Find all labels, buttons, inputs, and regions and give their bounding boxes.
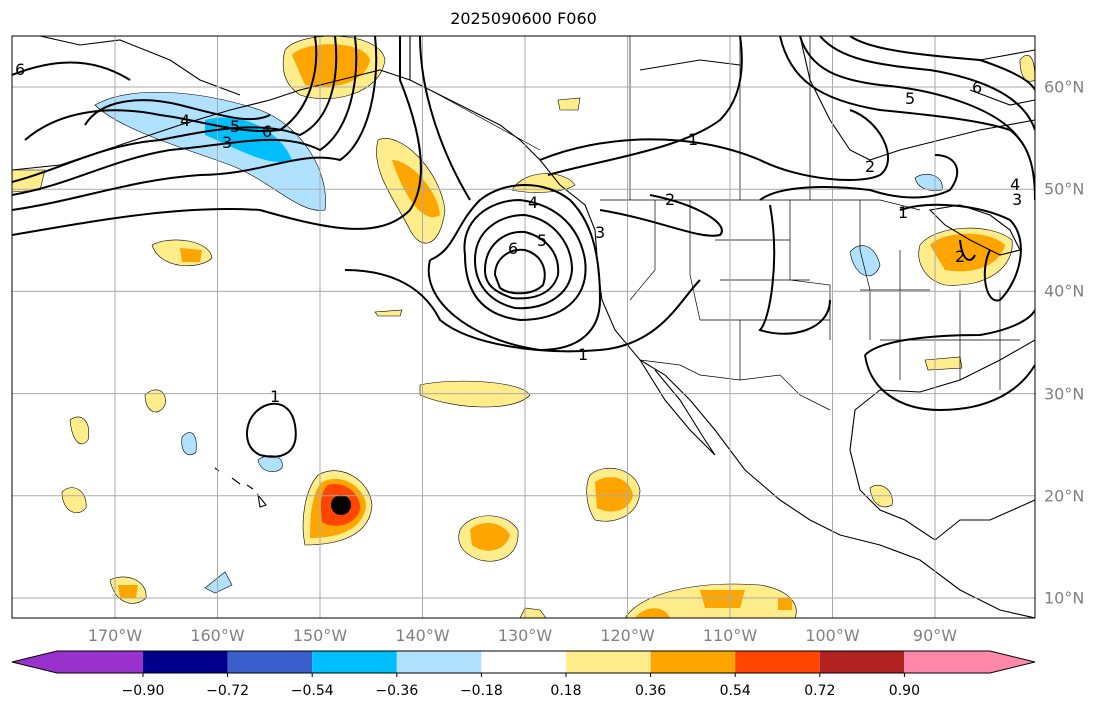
alaska-canada-border <box>409 36 541 151</box>
contour-lines <box>12 36 1035 458</box>
latitude-label: 60°N <box>1044 77 1085 97</box>
hurricane-center <box>331 495 351 515</box>
colorbar-tick-label: 0.36 <box>635 683 667 699</box>
colorbar-segment <box>566 651 651 673</box>
us-canada-border <box>600 199 921 211</box>
colorbar-segment <box>904 651 1035 673</box>
contour-label: 4 <box>180 111 190 130</box>
colorbar-segment <box>12 651 143 673</box>
contour-label: 2 <box>865 157 875 176</box>
colorbar-segment <box>650 651 736 673</box>
contour-label: 4 <box>1010 175 1020 194</box>
colorbar-outline <box>11 650 1036 674</box>
contour-label: 3 <box>595 223 605 242</box>
longitude-label: 170°W <box>87 626 143 645</box>
colorbar-tick-label: 0.54 <box>719 683 751 699</box>
latitude-label: 40°N <box>1044 281 1085 301</box>
contour-label: 3 <box>1012 190 1022 209</box>
latitude-label: 20°N <box>1044 486 1085 506</box>
colorbar-segment <box>227 651 313 673</box>
hawaii-islands <box>214 467 267 508</box>
contour-label: 1 <box>688 130 698 149</box>
latitude-label: 30°N <box>1044 384 1085 404</box>
contour-label: 6 <box>972 78 982 97</box>
contour-labels: 6 4 5 6 3 1 1 4 6 5 3 2 1 2 5 6 4 3 1 2 <box>15 60 1022 406</box>
colorbar-tick-label: −0.18 <box>459 683 503 699</box>
contour-label: 6 <box>508 239 518 258</box>
contour-label: 5 <box>230 117 240 136</box>
contour-label: 5 <box>905 89 915 108</box>
longitude-label: 110°W <box>702 626 758 645</box>
contour-label: 5 <box>537 231 547 250</box>
baja-california <box>639 359 716 456</box>
colorbar-tick-label: 0.18 <box>550 683 582 699</box>
contour-label: 6 <box>15 60 25 79</box>
longitude-label: 90°W <box>912 626 958 645</box>
gridlines <box>12 36 1035 618</box>
latitude-label: 50°N <box>1044 179 1085 199</box>
colorbar-tick-label: −0.36 <box>375 683 419 699</box>
contour-label: 6 <box>262 122 272 141</box>
longitude-label: 160°W <box>190 626 245 645</box>
longitude-label: 100°W <box>805 626 860 645</box>
colorbar-segment <box>396 651 482 673</box>
colorbar-tick-label: 0.90 <box>888 683 920 699</box>
contour-label: 4 <box>528 193 538 212</box>
longitude-label: 120°W <box>600 626 655 645</box>
hudson-bay <box>799 36 1035 161</box>
longitude-label: 140°W <box>395 626 450 645</box>
alaska-north <box>39 36 241 96</box>
colorbar-tick-label: −0.90 <box>121 683 165 699</box>
colorbar-tick-label: −0.54 <box>290 683 334 699</box>
contour-label: 1 <box>578 345 588 364</box>
colorbar <box>11 650 1036 677</box>
map-title: 2025090600 F060 <box>450 9 597 28</box>
us-mexico-border <box>639 359 831 411</box>
colorbar-tick-label: −0.72 <box>206 683 250 699</box>
gulf-coast <box>849 339 1035 541</box>
contour-label: 3 <box>222 133 232 152</box>
map-frame <box>11 35 1036 619</box>
contour-label: 1 <box>898 203 908 222</box>
latitude-label: 10°N <box>1044 588 1085 608</box>
colorbar-segment <box>481 651 566 673</box>
canada-provinces <box>629 36 811 200</box>
colorbar-segment <box>819 651 905 673</box>
colorbar-segment <box>143 651 228 673</box>
colorbar-tick-label: 0.72 <box>804 683 836 699</box>
contour-label: 2 <box>665 190 675 209</box>
contour-label: 1 <box>270 387 280 406</box>
colorbar-segment <box>312 651 397 673</box>
shaded-anomalies <box>12 36 1035 618</box>
longitude-label: 130°W <box>497 626 553 645</box>
contour-label: 2 <box>955 247 965 266</box>
longitude-label: 150°W <box>292 626 348 645</box>
colorbar-segment <box>735 651 820 673</box>
